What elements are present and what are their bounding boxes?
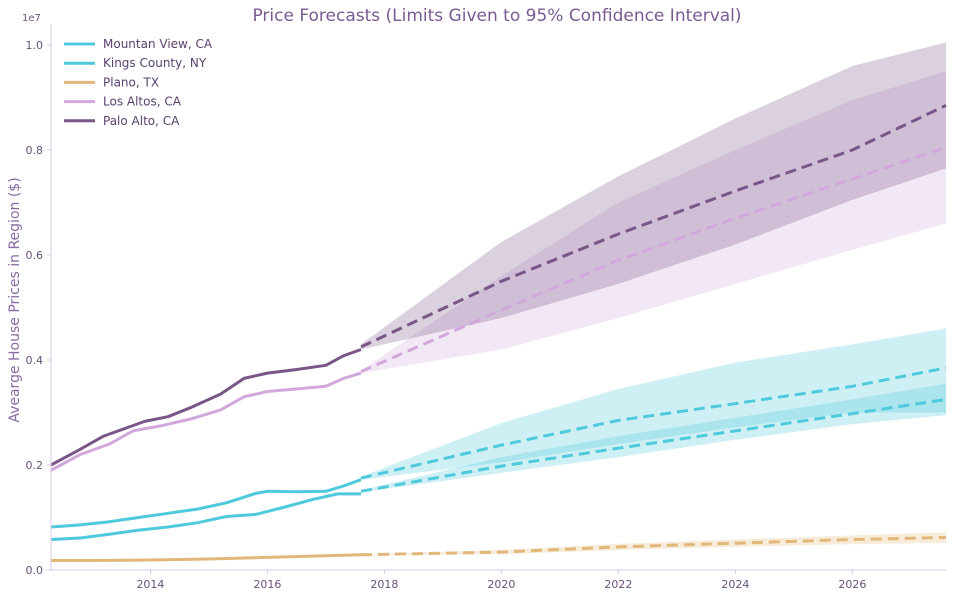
y-tick-label: 0.8 [26,144,44,157]
x-tick-label: 2020 [487,578,515,591]
legend-label-plano-tx: Plano, TX [103,75,159,89]
y-tick-label: 0.4 [26,354,44,367]
kings-county-ny-forecast-line [360,397,947,493]
x-tick-label: 2018 [370,578,398,591]
mountan-view-ca-confidence-band [361,328,946,480]
kings-county-ny-confidence-band [361,383,946,493]
los-altos-ca-forecast-line [360,145,947,373]
chart-title: Price Forecasts (Limits Given to 95% Con… [252,6,741,26]
y-tick-label: 0.6 [26,249,44,262]
y-axis-label: Avearge House Prices in Region ($) [7,177,23,422]
los-altos-ca-confidence-band [361,71,946,374]
palo-alto-ca-history-line [50,348,362,467]
legend: Mountan View, CA Kings County, NY Plano, T… [64,37,213,128]
x-tick-label: 2026 [838,578,866,591]
legend-label-palo-alto-ca: Palo Alto, CA [103,114,180,128]
y-tick-label: 1.0 [26,39,44,52]
mountan-view-ca-forecast-line [360,366,947,480]
plano-tx-history-line [51,553,362,562]
mountan-view-ca-history-line [50,478,362,529]
y-tick-label: 0.0 [26,564,44,577]
kings-county-ny-history-line [50,492,361,541]
x-tick-label: 2014 [136,578,164,591]
y-tick-label: 0.2 [26,459,44,472]
x-ticks: 2014 2016 2018 2020 2022 2024 2026 [136,570,866,591]
x-tick-label: 2022 [604,578,632,591]
series-lines [50,104,947,562]
legend-label-mountan-view-ca: Mountan View, CA [103,37,213,51]
plano-tx-forecast-line [360,536,947,557]
palo-alto-ca-confidence-band [361,42,946,350]
x-tick-label: 2016 [253,578,281,591]
los-altos-ca-history-line [50,371,362,472]
palo-alto-ca-forecast-line [360,104,947,349]
x-tick-label: 2024 [721,578,749,591]
y-exponent-label: 1e7 [22,13,41,24]
plano-tx-confidence-band [361,532,946,556]
y-ticks: 0.0 0.2 0.4 0.6 0.8 1.0 [26,39,51,577]
confidence-bands [361,42,946,556]
legend-label-kings-county-ny: Kings County, NY [103,56,207,70]
legend-label-los-altos-ca: Los Altos, CA [103,95,182,109]
